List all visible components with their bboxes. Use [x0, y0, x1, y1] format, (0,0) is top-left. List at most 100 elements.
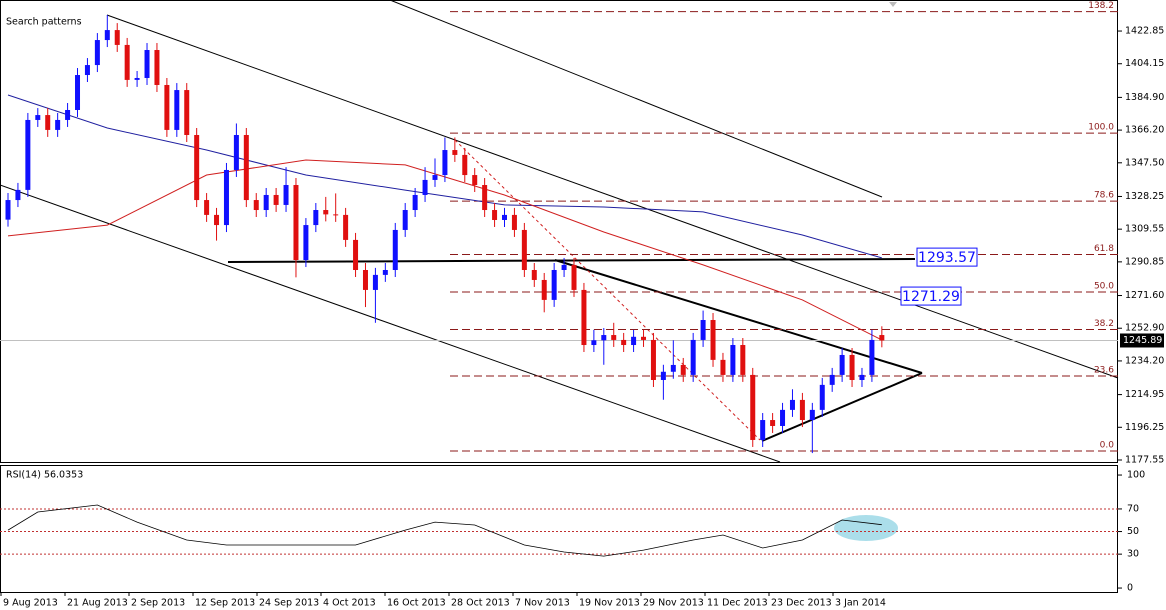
candle-body [591, 340, 597, 346]
candle-body [104, 30, 110, 41]
x-tick-label: 21 Aug 2013 [67, 598, 128, 609]
x-tick-label: 7 Nov 2013 [515, 598, 570, 609]
candle-body [859, 374, 865, 380]
candle-body [164, 84, 170, 130]
candle-body [511, 214, 517, 230]
candle-body [293, 185, 299, 261]
candle-body [412, 194, 418, 211]
candle-body [253, 200, 259, 211]
candle-body [174, 90, 180, 130]
candle-body [55, 119, 61, 130]
y-tick-label: 1347.50 [1125, 157, 1164, 168]
x-tick-label: 3 Jan 2014 [835, 598, 886, 609]
candle-body [154, 50, 160, 85]
candle-body [204, 200, 210, 215]
y-tick-label: 1214.95 [1125, 389, 1164, 400]
candle-body [819, 384, 825, 410]
trend-lines [0, 0, 1119, 463]
x-tick-label: 2 Sep 2013 [131, 598, 185, 609]
x-tick-label: 28 Oct 2013 [451, 598, 510, 609]
candle-body [482, 185, 488, 211]
candle-body [84, 65, 90, 76]
candle-body [809, 409, 815, 421]
rsi-label: RSI(14) 56.0353 [6, 470, 83, 481]
channel-lower [0, 184, 781, 463]
y-tick-label: 1366.20 [1125, 125, 1164, 136]
price-label: 1271.29 [902, 289, 960, 305]
candle-body [15, 189, 21, 201]
highlight [834, 515, 898, 541]
candle-body [214, 214, 220, 226]
y-tick-label: 1328.25 [1125, 191, 1164, 202]
title: Search patterns [6, 17, 82, 28]
candle-body [770, 420, 776, 426]
fib-label: 138.2 [1088, 1, 1114, 11]
fib-diagonal [454, 139, 761, 441]
price-label: 1293.57 [918, 250, 976, 266]
y-tick-label: 1271.60 [1125, 290, 1164, 301]
candle-body [94, 40, 100, 66]
candle-body [581, 289, 587, 346]
moving-average [7, 159, 883, 341]
candle-body [184, 90, 190, 135]
candle-body [124, 44, 130, 80]
x-tick-label: 24 Sep 2013 [259, 598, 319, 609]
candle-body [670, 364, 676, 372]
candle-body [849, 354, 855, 380]
candle-body [799, 399, 805, 421]
candle-body [263, 194, 269, 211]
triangle-upper [554, 259, 923, 374]
y-tick-label: 1422.85 [1125, 26, 1164, 37]
candle-body [45, 115, 51, 130]
y-tick-label: 1234.20 [1125, 355, 1164, 366]
candle-body [333, 214, 339, 216]
candle-body [223, 169, 229, 226]
candle-body [194, 134, 200, 201]
candle-body [35, 115, 41, 120]
candle-body [492, 210, 498, 220]
candle-body [541, 279, 547, 300]
x-tick-label: 16 Oct 2013 [387, 598, 446, 609]
moving-average [7, 94, 882, 259]
candle-body [740, 345, 746, 375]
candle-body [432, 175, 438, 180]
candle-body [313, 210, 319, 226]
x-tick-label: 9 Aug 2013 [3, 598, 58, 609]
fib-label: 0.0 [1100, 440, 1115, 450]
candle-body [650, 339, 656, 380]
y-tick-label: 1196.25 [1125, 422, 1164, 433]
candle-body [452, 150, 458, 155]
candle-body [551, 269, 557, 300]
candle-body [323, 210, 329, 215]
candle-body [362, 269, 368, 290]
price-panel [0, 0, 1118, 463]
rsi-panel [0, 465, 1118, 593]
candle-body [273, 194, 279, 205]
y-tick-label: 1290.85 [1125, 256, 1164, 267]
x-tick-label: 11 Dec 2013 [707, 598, 768, 609]
x-tick-label: 23 Dec 2013 [771, 598, 832, 609]
channel-upper [106, 14, 1119, 379]
y-tick-label: 1252.90 [1125, 323, 1164, 334]
candle-body [690, 339, 696, 375]
candle-body [382, 269, 388, 275]
fib-label: 50.0 [1094, 282, 1114, 292]
price-label-box [900, 286, 962, 306]
rsi-line [7, 504, 882, 557]
rsi-tick-label: 50 [1127, 526, 1139, 537]
x-tick-label: 12 Sep 2013 [195, 598, 255, 609]
candle-body [502, 214, 507, 220]
candle-body [760, 420, 766, 440]
rsi-tick-label: 100 [1127, 470, 1145, 481]
candle-body [25, 119, 31, 190]
candle-body [392, 229, 398, 270]
x-tick-label: 29 Nov 2013 [643, 598, 704, 609]
candle-body [829, 374, 835, 385]
candle-body [233, 134, 239, 170]
candle-body [65, 109, 71, 120]
candle-body [720, 359, 726, 375]
y-tick-label: 1384.90 [1125, 92, 1164, 103]
candle-body [353, 239, 359, 270]
candle-body [422, 179, 428, 195]
fib-label: 100.0 [1088, 123, 1114, 133]
